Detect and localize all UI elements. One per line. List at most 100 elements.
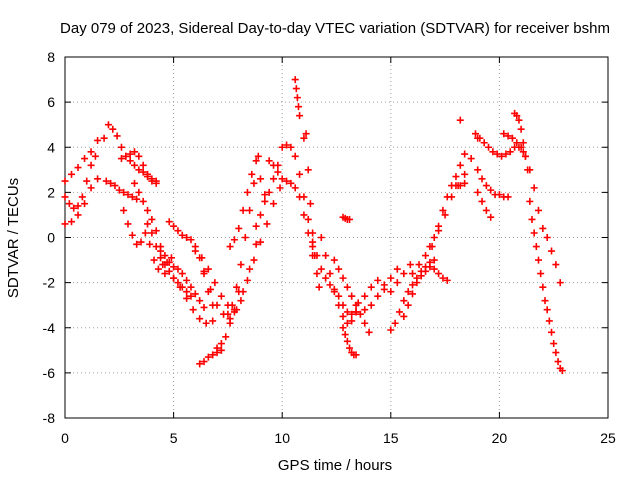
data-point: [461, 170, 469, 178]
data-point: [548, 328, 556, 336]
y-tick-label: 8: [47, 49, 55, 65]
data-point: [133, 240, 141, 248]
x-tick-label: 10: [274, 430, 290, 446]
data-point: [246, 265, 254, 273]
data-point: [443, 276, 451, 284]
data-points: [61, 76, 566, 375]
data-point: [254, 152, 262, 160]
data-point: [341, 331, 349, 339]
data-point: [322, 274, 330, 282]
data-point: [139, 197, 147, 205]
axis-ticks: [64, 56, 609, 419]
data-point: [506, 148, 514, 156]
data-point: [476, 134, 484, 142]
data-point: [250, 179, 258, 187]
data-point: [293, 94, 301, 102]
data-point: [367, 283, 375, 291]
data-point: [165, 218, 173, 226]
data-point: [61, 220, 69, 228]
data-point: [200, 303, 208, 311]
data-point: [422, 252, 430, 260]
data-point: [387, 274, 395, 282]
series-s36: [472, 130, 527, 160]
data-point: [461, 150, 469, 158]
data-point: [107, 179, 115, 187]
y-tick-label: -6: [43, 365, 56, 381]
data-point: [313, 270, 321, 278]
data-point: [346, 344, 354, 352]
y-tick-label: 0: [47, 230, 55, 246]
data-point: [367, 301, 375, 309]
data-point: [365, 328, 373, 336]
data-point: [422, 267, 430, 275]
data-point: [534, 256, 542, 264]
data-point: [226, 315, 234, 323]
data-point: [304, 215, 312, 223]
data-point: [426, 243, 434, 251]
data-point: [409, 270, 417, 278]
series-s43: [545, 317, 566, 375]
data-point: [326, 270, 334, 278]
data-point: [374, 292, 382, 300]
data-point: [530, 229, 538, 237]
data-point: [539, 283, 547, 291]
data-point: [348, 310, 356, 318]
data-point: [313, 252, 321, 260]
series-s15: [191, 184, 284, 316]
series-s4: [102, 177, 141, 203]
x-tick-label: 20: [492, 430, 508, 446]
data-point: [61, 177, 69, 185]
data-point: [74, 211, 82, 219]
data-point: [183, 234, 191, 241]
data-point: [117, 143, 125, 151]
data-point: [68, 170, 76, 178]
data-point: [191, 290, 199, 298]
data-point: [467, 155, 475, 163]
data-point: [393, 265, 401, 273]
data-point: [104, 121, 112, 129]
data-point: [178, 270, 186, 278]
data-point: [94, 136, 102, 144]
data-point: [409, 290, 417, 298]
data-point: [387, 326, 395, 334]
data-point: [404, 301, 412, 309]
data-point: [200, 358, 208, 366]
data-point: [356, 310, 364, 318]
data-point: [87, 184, 95, 192]
data-point: [480, 139, 488, 147]
data-point: [235, 224, 243, 232]
data-point: [170, 222, 178, 230]
data-point: [174, 265, 182, 273]
data-point: [291, 184, 299, 192]
data-point: [306, 200, 314, 208]
data-point: [61, 193, 69, 201]
data-point: [400, 270, 408, 278]
data-point: [120, 206, 128, 214]
data-point: [135, 152, 143, 160]
data-point: [550, 340, 558, 348]
data-point: [443, 193, 451, 201]
data-point: [539, 224, 547, 232]
data-point: [100, 134, 108, 142]
data-point: [461, 179, 469, 187]
y-tick-label: -2: [43, 275, 56, 291]
data-point: [543, 306, 551, 314]
data-point: [128, 193, 136, 201]
series-s14: [213, 288, 243, 352]
data-point: [343, 337, 351, 345]
data-point: [154, 265, 162, 273]
data-point: [406, 261, 414, 269]
data-point: [339, 324, 347, 332]
series-s35: [456, 116, 464, 124]
data-point: [113, 132, 121, 140]
data-point: [409, 281, 417, 289]
data-point: [170, 274, 178, 282]
data-point: [485, 143, 493, 151]
series-s5: [104, 121, 160, 185]
data-point: [157, 243, 165, 251]
data-point: [128, 231, 136, 239]
x-axis-label: GPS time / hours: [278, 457, 392, 474]
data-point: [487, 213, 495, 221]
data-point: [387, 288, 395, 296]
